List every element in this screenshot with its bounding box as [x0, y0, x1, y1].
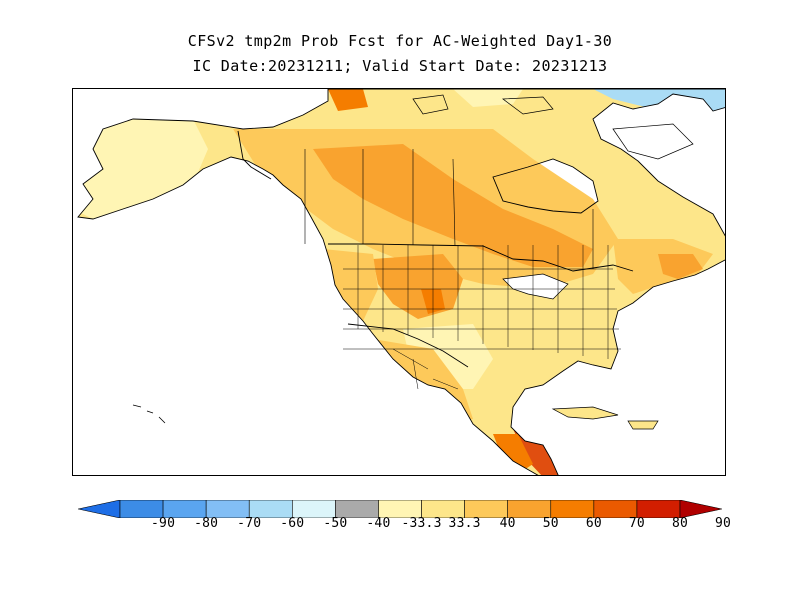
- colorbar: [78, 500, 722, 518]
- colorbar-tick-label: 60: [585, 516, 602, 531]
- colorbar-tick-label: -40: [366, 516, 391, 531]
- mexico-state-line: [392, 348, 429, 370]
- us-canada-border: [328, 243, 634, 272]
- colorbar-tick-label: 50: [542, 516, 559, 531]
- map-panel: [72, 88, 726, 476]
- colorbar-tick-label: -80: [194, 516, 219, 531]
- political-boundaries: [77, 89, 725, 475]
- alaska-canada-border: [237, 130, 272, 180]
- probability-region: [453, 89, 523, 107]
- province-line: [452, 158, 456, 247]
- hawaii: [132, 404, 166, 424]
- coastline: [77, 89, 725, 475]
- hispaniola: [627, 420, 659, 430]
- colorbar-tick-label: -33.3: [401, 516, 442, 531]
- arctic-island: [502, 96, 554, 115]
- probability-region: [618, 124, 693, 159]
- mexico-state-line: [432, 378, 459, 390]
- probability-region: [78, 119, 208, 219]
- colorbar-high-arrow: [679, 500, 722, 518]
- us-mexico-border: [347, 323, 469, 368]
- colorbar-labels: -90 -80 -70 -60 -50 -40 -33.3 33.3 40 50 60 70 80 90: [0, 516, 800, 536]
- colorbar-tick-label: 40: [499, 516, 516, 531]
- colorbar-tick-label: -90: [151, 516, 176, 531]
- colorbar-tick-label: 90: [715, 516, 732, 531]
- colorbar-tick-label: -70: [237, 516, 262, 531]
- probability-field: [78, 89, 725, 475]
- probability-region: [323, 249, 378, 321]
- map-title: CFSv2 tmp2m Prob Fcst for AC-Weighted Da…: [187, 32, 613, 50]
- colorbar-tick-label: -50: [323, 516, 348, 531]
- colorbar-tick-label: -60: [280, 516, 305, 531]
- mexico-state-line: [412, 358, 419, 390]
- probability-region: [493, 434, 533, 474]
- colorbar-tick-label: 80: [671, 516, 689, 531]
- probability-region: [658, 254, 703, 279]
- colorbar-tick-label: 33.3: [448, 516, 481, 531]
- arctic-island: [612, 123, 694, 160]
- arctic-island: [412, 94, 449, 115]
- probability-region: [313, 144, 593, 267]
- map-subtitle: IC Date:20231211; Valid Start Date: 2023…: [192, 57, 608, 75]
- colorbar-tick-label: 70: [628, 516, 645, 531]
- probability-region: [328, 89, 368, 111]
- north-america-probability-map: [77, 89, 725, 475]
- cuba: [551, 406, 619, 420]
- probability-region: [493, 349, 563, 389]
